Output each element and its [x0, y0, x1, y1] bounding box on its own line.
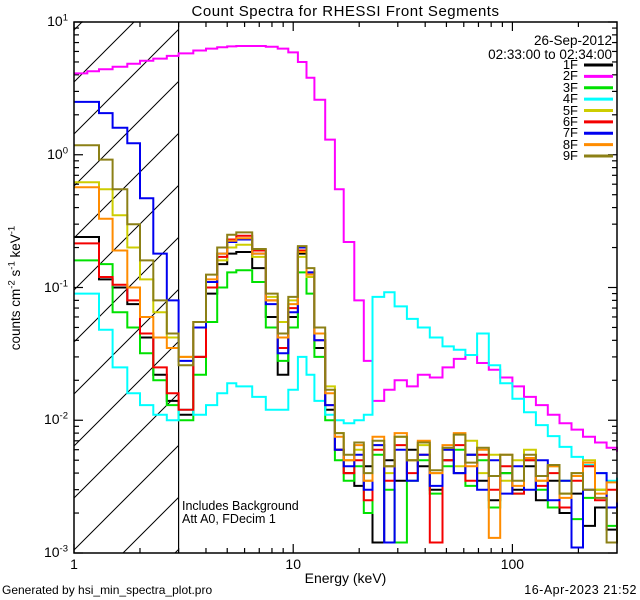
legend-label-5F: 5F: [562, 102, 578, 118]
x-axis-label: Energy (keV): [304, 570, 387, 586]
legend-label-9F: 9F: [562, 148, 578, 163]
observation-date: 26-Sep-2012: [533, 33, 612, 48]
x-tick-label-1: 1: [70, 556, 78, 572]
legend-label-7F: 7F: [562, 125, 578, 141]
y-tick-label-1e-1: 10-1: [43, 277, 68, 295]
plot-frame: [73, 21, 618, 554]
annotation-attenuator-note: Att A0, FDecim 1: [182, 512, 276, 526]
annotation: Includes Background Att A0, FDecim 1: [182, 500, 299, 526]
footer-timestamp: 16-Apr-2023 21:52: [524, 583, 637, 597]
spectrum-curve-2F: [74, 45, 618, 452]
x-tick-label-10: 10: [285, 556, 301, 572]
y-tick-label-1e0: 100: [47, 145, 68, 162]
annotation-background-note: Includes Background: [182, 499, 299, 513]
x-tick-label-100: 100: [500, 556, 525, 572]
chart-title: Count Spectra for RHESSI Front Segments: [191, 3, 500, 20]
footer-generator-text: Generated by hsi_min_spectra_plot.pro: [2, 583, 213, 597]
spectrum-curve-9F: [74, 144, 618, 544]
y-tick-label-1e1: 101: [47, 12, 68, 29]
observation-time-range: 02:33:00 to 02:34:00: [488, 47, 612, 62]
legend-label-4F: 4F: [562, 91, 578, 107]
legend-label-1F: 1F: [562, 57, 578, 72]
y-tick-label-1e-2: 10-2: [43, 410, 68, 428]
legend-label-6F: 6F: [562, 113, 578, 129]
legend-label-2F: 2F: [562, 68, 578, 84]
legend-label-8F: 8F: [562, 136, 578, 152]
y-tick-label-1e-3: 10-3: [43, 543, 68, 560]
legend-label-3F: 3F: [562, 79, 578, 95]
